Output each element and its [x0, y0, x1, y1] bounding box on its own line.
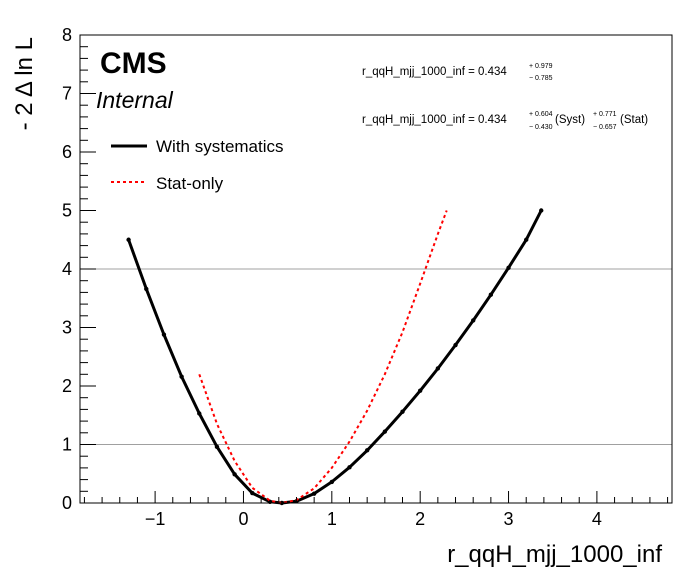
data-point — [179, 374, 184, 379]
result-total-down: − 0.785 — [529, 75, 553, 82]
data-point — [144, 286, 149, 292]
data-point — [364, 448, 370, 453]
data-point — [524, 237, 529, 242]
legend-label-stat-only: Stat-only — [156, 174, 224, 193]
data-point — [347, 465, 352, 470]
data-point — [329, 479, 335, 485]
y-tick-label: 1 — [62, 435, 72, 455]
data-point — [311, 491, 317, 496]
data-point — [435, 366, 441, 371]
x-tick-label: 4 — [592, 509, 602, 529]
x-tick-label: 3 — [504, 509, 514, 529]
result-stat-label: (Stat) — [620, 114, 648, 126]
internal-label: Internal — [96, 87, 174, 113]
series-layer — [126, 208, 544, 506]
y-tick-label: 8 — [62, 25, 72, 45]
data-point — [506, 265, 511, 271]
result-syst-up: + 0.604 — [529, 111, 553, 118]
result-total-text: r_qqH_mjj_1000_inf = 0.434 — [362, 66, 507, 78]
data-point — [197, 411, 202, 416]
cms-label: CMS — [100, 47, 167, 80]
legend-label-with-systematics: With systematics — [156, 137, 284, 156]
x-tick-label: −1 — [145, 509, 166, 529]
data-point — [126, 237, 131, 242]
y-tick-label: 0 — [62, 493, 72, 513]
result-total-up: + 0.979 — [529, 63, 553, 70]
y-tick-label: 5 — [62, 201, 72, 221]
data-point — [488, 292, 494, 297]
data-point — [250, 490, 255, 496]
y-tick-label: 3 — [62, 318, 72, 338]
y-axis: 0 1 2 3 4 5 6 7 8 — [62, 25, 96, 513]
data-point — [453, 342, 458, 348]
result-annotation-breakdown: r_qqH_mjj_1000_inf = 0.434 + 0.604 − 0.4… — [362, 111, 648, 131]
data-point — [161, 332, 167, 337]
legend: With systematics Stat-only — [111, 137, 284, 193]
data-point — [417, 388, 423, 393]
series-line-with-systematics — [127, 209, 543, 505]
x-tick-label: 2 — [415, 509, 425, 529]
data-point — [232, 472, 237, 477]
x-tick-label: 1 — [327, 509, 337, 529]
y-tick-label: 6 — [62, 142, 72, 162]
result-syst-down: − 0.430 — [529, 124, 553, 131]
result-annotation-total: r_qqH_mjj_1000_inf = 0.434 + 0.979 − 0.7… — [362, 63, 553, 82]
data-point — [470, 318, 476, 323]
y-axis-title: - 2 Δ ln L — [11, 37, 38, 130]
result-syst-label: (Syst) — [555, 114, 585, 126]
data-point — [539, 208, 544, 213]
y-tick-label: 2 — [62, 376, 72, 396]
reference-lines — [80, 268, 672, 445]
data-point — [214, 444, 220, 450]
result-stat-up: + 0.771 — [593, 111, 617, 118]
result-breakdown-text: r_qqH_mjj_1000_inf = 0.434 — [362, 114, 507, 126]
data-point — [382, 429, 388, 434]
x-axis: −1 0 1 2 3 4 — [83, 491, 669, 529]
data-point — [400, 409, 405, 414]
result-stat-down: − 0.657 — [593, 124, 617, 131]
x-axis-title: r_qqH_mjj_1000_inf — [447, 541, 662, 568]
x-tick-label: 0 — [238, 509, 248, 529]
series-line-stat-only — [198, 210, 448, 504]
y-tick-label: 4 — [62, 259, 72, 279]
y-tick-label: 7 — [62, 84, 72, 104]
